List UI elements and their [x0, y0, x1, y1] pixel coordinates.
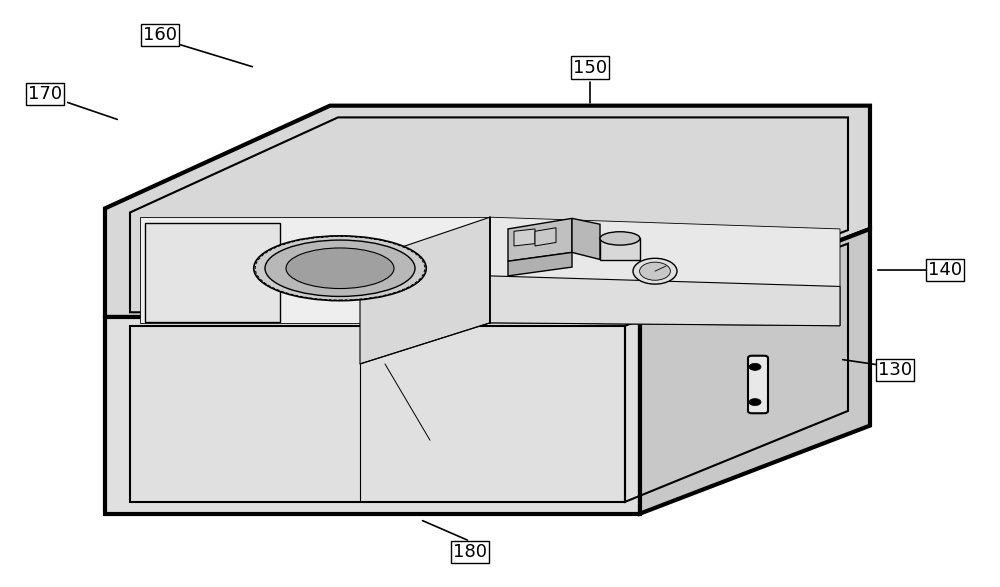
Polygon shape [572, 218, 600, 259]
Ellipse shape [265, 240, 415, 296]
Polygon shape [600, 238, 640, 260]
Ellipse shape [286, 248, 394, 289]
Polygon shape [508, 218, 572, 261]
Ellipse shape [600, 232, 640, 245]
Polygon shape [140, 217, 490, 323]
Polygon shape [135, 326, 360, 500]
Polygon shape [105, 317, 640, 514]
Circle shape [640, 262, 670, 280]
Polygon shape [145, 223, 280, 322]
Text: 160: 160 [143, 26, 177, 44]
Text: 130: 130 [878, 361, 912, 379]
Polygon shape [514, 229, 535, 246]
Polygon shape [490, 217, 840, 326]
Polygon shape [135, 119, 338, 324]
Ellipse shape [254, 236, 426, 301]
Text: 170: 170 [28, 85, 62, 103]
Polygon shape [140, 217, 490, 323]
Polygon shape [135, 244, 845, 500]
Polygon shape [360, 217, 490, 364]
Circle shape [749, 363, 761, 370]
Text: 150: 150 [573, 59, 607, 76]
Polygon shape [640, 229, 870, 514]
Polygon shape [490, 265, 570, 323]
Polygon shape [145, 223, 280, 322]
Circle shape [749, 399, 761, 406]
Text: 140: 140 [928, 261, 962, 279]
Text: 180: 180 [453, 543, 487, 561]
Polygon shape [490, 276, 840, 326]
Polygon shape [135, 119, 846, 324]
Circle shape [633, 258, 677, 284]
Polygon shape [508, 252, 572, 276]
Polygon shape [360, 326, 628, 500]
FancyBboxPatch shape [748, 356, 768, 413]
Polygon shape [535, 228, 556, 246]
Polygon shape [360, 217, 490, 364]
Polygon shape [490, 276, 840, 326]
Polygon shape [105, 106, 870, 317]
Polygon shape [490, 217, 840, 326]
